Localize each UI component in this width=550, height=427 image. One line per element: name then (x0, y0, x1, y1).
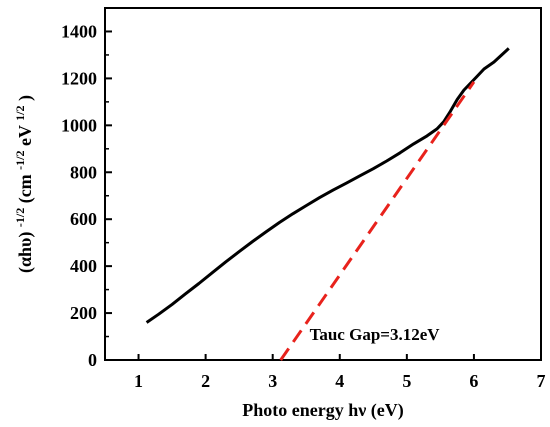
y-tick-label: 0 (88, 350, 97, 370)
y-title-sup-a: -1/2 (13, 208, 27, 227)
y-title-part-a: (αhυ) (15, 232, 36, 273)
x-tick-label: 2 (201, 371, 210, 391)
x-tick-label: 6 (469, 371, 478, 391)
y-axis: 0 200 400 600 800 1000 1200 1400 (61, 21, 112, 370)
x-tick-label: 1 (134, 371, 143, 391)
x-tick-label: 5 (402, 371, 411, 391)
y-tick-label: 200 (70, 303, 97, 323)
annotation-layer: Tauc Gap=3.12eV (310, 325, 441, 344)
tauc-gap-annotation: Tauc Gap=3.12eV (310, 325, 441, 344)
x-tick-label: 3 (268, 371, 277, 391)
data-series-line (145, 47, 510, 324)
y-tick-label: 1000 (61, 115, 97, 135)
plot-frame (104, 7, 542, 361)
x-tick-label: 7 (537, 371, 546, 391)
tauc-fit-line (279, 81, 476, 361)
y-title-sup-b: -1/2 (13, 150, 27, 169)
y-title-part-c: eV (15, 125, 35, 146)
x-axis: 1 2 3 4 5 6 7 (134, 354, 546, 391)
y-tick-label: 800 (70, 162, 97, 182)
series-layer (145, 47, 510, 361)
y-tick-label: 600 (70, 209, 97, 229)
y-tick-label: 1400 (61, 21, 97, 41)
y-title-part-b: (cm (15, 174, 36, 203)
y-axis-title: (αhυ) -1/2 (cm -1/2 eV 1/2 ) (8, 95, 36, 273)
y-tick-label: 400 (70, 256, 97, 276)
y-tick-label: 1200 (61, 68, 97, 88)
x-axis-title: Photo energy hν (eV) (242, 400, 404, 421)
y-title-part-d: ) (15, 95, 36, 101)
x-tick-label: 4 (335, 371, 344, 391)
y-title-sup-c: 1/2 (13, 105, 27, 120)
